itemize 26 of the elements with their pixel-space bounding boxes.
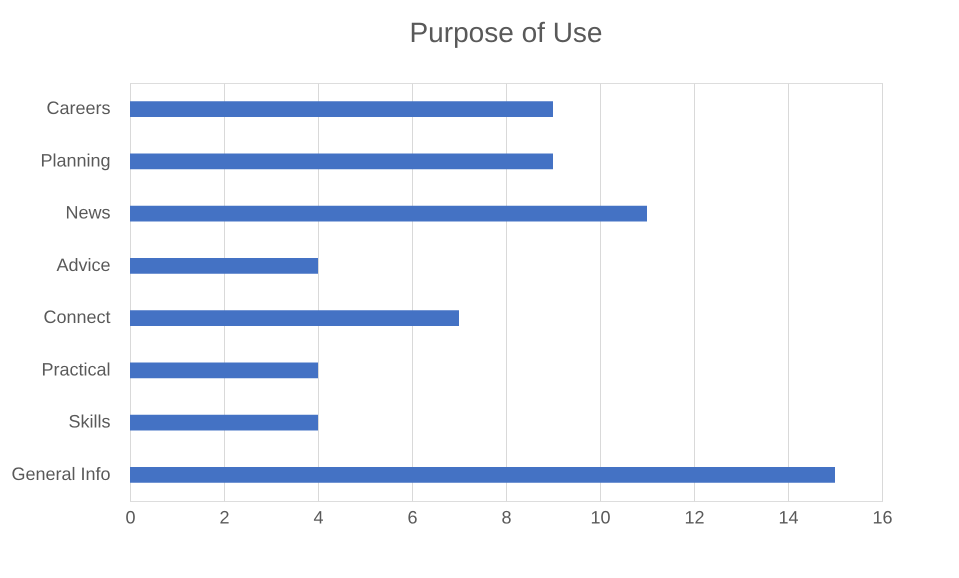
bar [130, 362, 318, 378]
x-tick-label: 6 [407, 508, 418, 528]
x-tick-label: 2 [219, 508, 230, 528]
y-tick-label: News [65, 202, 110, 223]
y-tick-label: Advice [56, 254, 110, 275]
x-tick-label: 10 [590, 508, 611, 528]
bar [130, 467, 835, 483]
y-tick-label: Skills [68, 412, 110, 432]
chart-title: Purpose of Use [410, 17, 602, 48]
x-tick-label: 14 [778, 508, 799, 528]
bar [130, 310, 459, 326]
y-tick-label: Connect [43, 307, 110, 328]
y-tick-label: General Info [11, 464, 110, 484]
x-tick-label: 0 [125, 508, 136, 528]
bar [130, 258, 318, 274]
y-tick-label: Careers [46, 98, 110, 118]
bar [130, 206, 647, 222]
y-tick-label: Practical [41, 359, 110, 380]
x-tick-label: 8 [501, 508, 512, 528]
x-tick-label: 16 [872, 508, 893, 528]
bar [130, 101, 553, 117]
x-tick-label: 12 [684, 508, 705, 528]
bar [130, 154, 553, 170]
bar [130, 414, 318, 430]
y-tick-label: Planning [40, 150, 110, 170]
x-tick-label: 4 [313, 508, 324, 528]
